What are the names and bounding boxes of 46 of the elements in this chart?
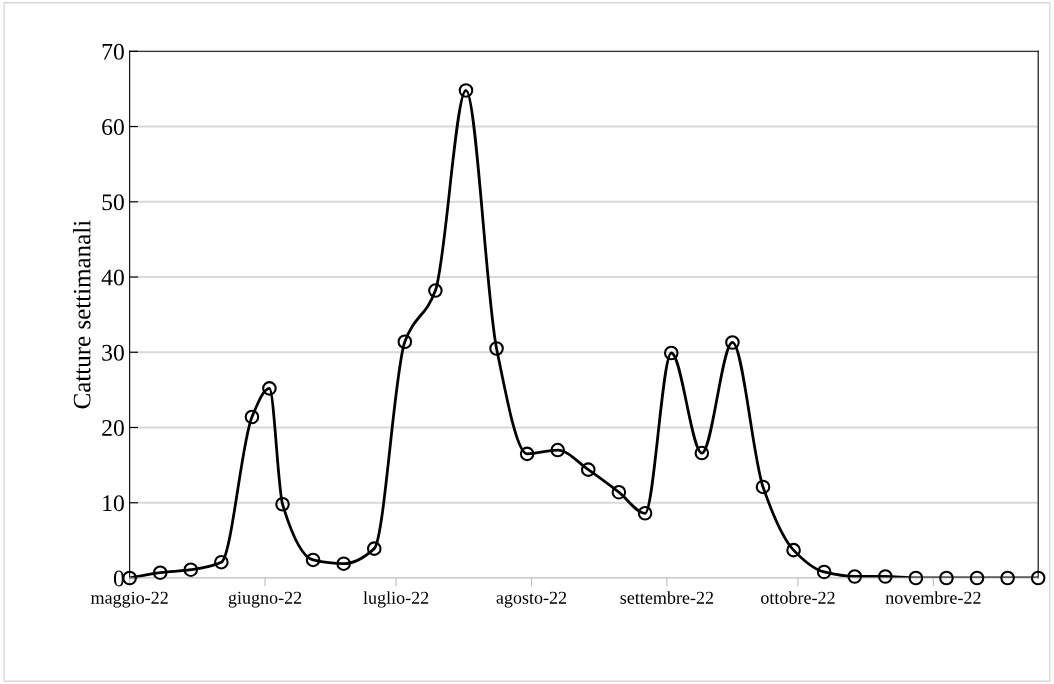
- y-tick-label: 40: [101, 269, 124, 286]
- point: [1030, 570, 1046, 586]
- point: [847, 569, 863, 584]
- y-tick-label: 60: [102, 119, 124, 135]
- point: [786, 542, 801, 558]
- point: [816, 564, 832, 580]
- x-tick-label: ottobre-22: [761, 591, 835, 604]
- point: [878, 569, 893, 584]
- x-tick-label: giugno-22: [228, 591, 302, 608]
- point: [550, 442, 565, 458]
- point: [305, 552, 321, 568]
- y-tick-label: 50: [102, 194, 124, 211]
- x-tick-label: settembre-22: [620, 591, 714, 604]
- point: [214, 554, 229, 570]
- point: [262, 381, 277, 396]
- point: [397, 334, 413, 350]
- x-tick-label: luglio-22: [363, 591, 429, 608]
- point: [969, 570, 985, 586]
- point: [908, 570, 924, 586]
- point: [580, 462, 596, 477]
- x-tick-label: agosto-22: [496, 591, 567, 608]
- point: [458, 83, 474, 98]
- point: [939, 570, 954, 586]
- y-tick-label: 30: [102, 344, 124, 361]
- point: [519, 446, 535, 462]
- point: [183, 562, 199, 577]
- point: [244, 409, 260, 425]
- point: [366, 541, 382, 556]
- y-tick-label: 10: [103, 495, 124, 512]
- point: [637, 505, 653, 521]
- x-tick-label: novembre-22: [885, 591, 981, 604]
- point: [1000, 570, 1015, 586]
- point: [611, 484, 627, 500]
- point: [755, 479, 771, 495]
- point: [336, 556, 351, 571]
- point: [694, 445, 710, 461]
- y-tick-label: 20: [102, 419, 124, 436]
- point: [428, 283, 443, 298]
- y-tick-label: 70: [102, 43, 124, 60]
- point: [275, 496, 290, 512]
- x-tick-label: maggio-22: [90, 591, 168, 608]
- point: [152, 565, 168, 580]
- point: [489, 341, 504, 356]
- y-axis-title: Catture settimanali: [72, 220, 91, 409]
- point: [725, 335, 740, 350]
- point: [663, 345, 679, 361]
